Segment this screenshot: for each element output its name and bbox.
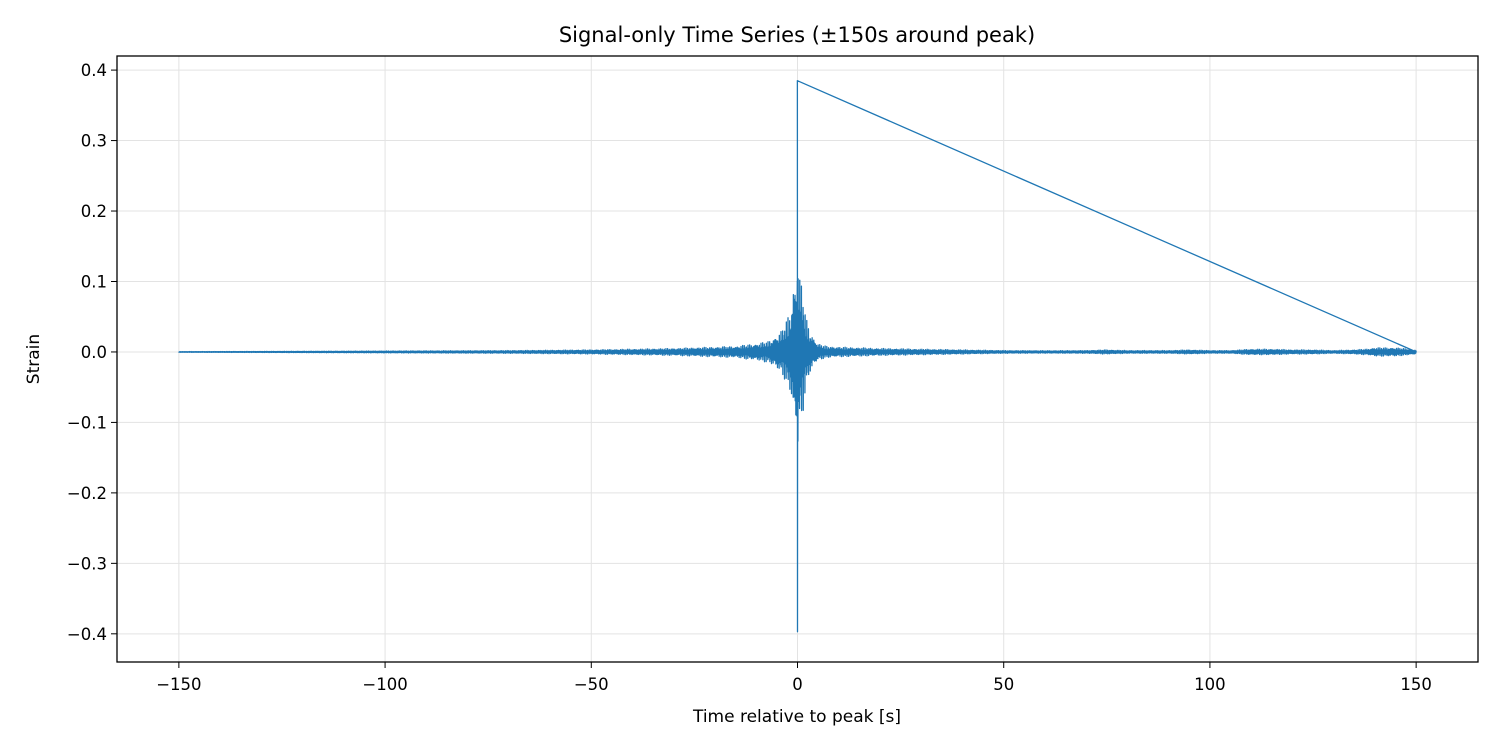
x-tick-label: 150 [1400,675,1432,694]
y-tick-label: 0.4 [81,61,107,80]
y-tick-label: 0.0 [81,343,107,362]
x-tick-label: 50 [993,675,1014,694]
y-tick-label: −0.1 [67,413,107,432]
x-tick-label: −150 [156,675,201,694]
x-tick-label: 0 [792,675,803,694]
strain-line [178,80,1417,633]
x-tick-label: 100 [1194,675,1226,694]
x-axis-title: Time relative to peak [s] [692,707,901,727]
series-strain-line [178,80,1417,633]
x-tick-label: −50 [574,675,609,694]
chart-title: Signal-only Time Series (±150s around pe… [559,23,1035,47]
x-tick-label: −100 [362,675,407,694]
y-tick-label: 0.3 [81,132,107,151]
y-axis: −0.4 −0.3 −0.2 −0.1 0.0 0.1 0.2 0.3 0.4 [67,61,117,644]
y-tick-label: 0.1 [81,272,107,291]
x-axis: −150 −100 −50 0 50 100 150 [156,662,1432,694]
y-tick-label: −0.3 [67,554,107,573]
y-tick-label: 0.2 [81,202,107,221]
y-tick-label: −0.4 [67,625,107,644]
y-tick-label: −0.2 [67,484,107,503]
y-axis-title: Strain [24,334,44,384]
